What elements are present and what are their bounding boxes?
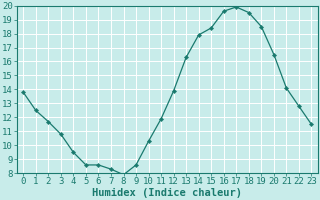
X-axis label: Humidex (Indice chaleur): Humidex (Indice chaleur) xyxy=(92,188,242,198)
